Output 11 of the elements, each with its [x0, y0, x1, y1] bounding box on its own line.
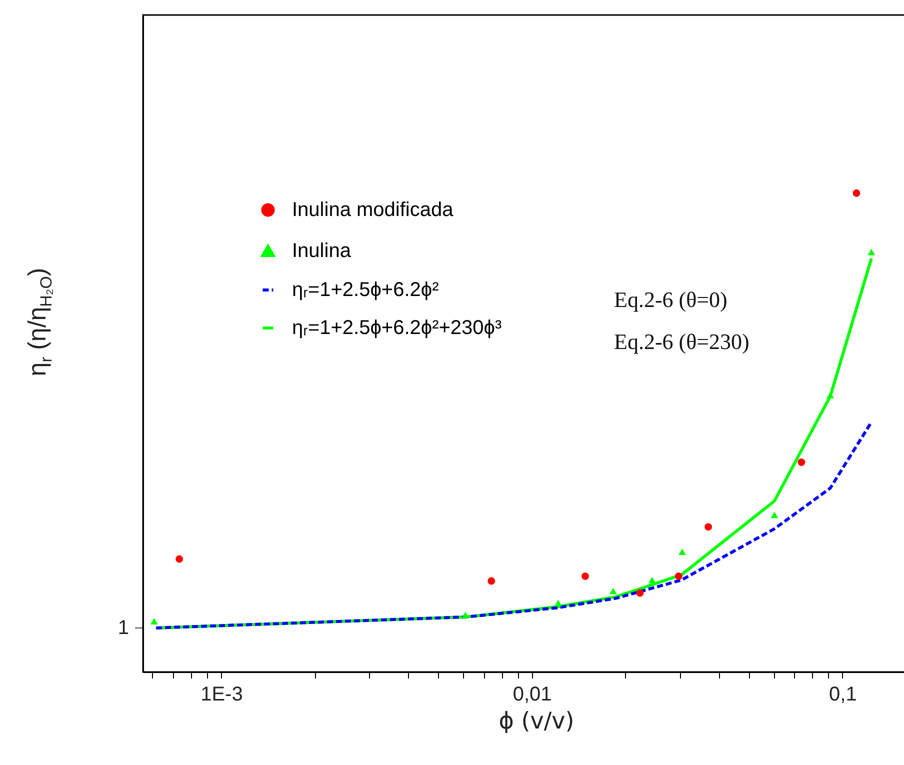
annotation: Eq.2-6 (θ=230): [614, 329, 750, 354]
x-tick-label: 0,1: [829, 684, 857, 706]
legend-label: Inulina: [292, 240, 352, 262]
x-tick-label: 1E-3: [200, 684, 243, 706]
legend-label: ηᵣ=1+2.5ϕ+6.2ϕ²+230ϕ³: [292, 317, 502, 339]
legend-label: ηᵣ=1+2.5ϕ+6.2ϕ²: [292, 279, 440, 301]
x-tick-label: 0,01: [512, 684, 552, 706]
text: 1: [118, 616, 129, 639]
annotation: Eq.2-6 (θ=0): [614, 287, 728, 312]
x-axis-title: ϕ (v/v): [498, 708, 574, 734]
legend-label: Inulina modificada: [292, 199, 454, 221]
